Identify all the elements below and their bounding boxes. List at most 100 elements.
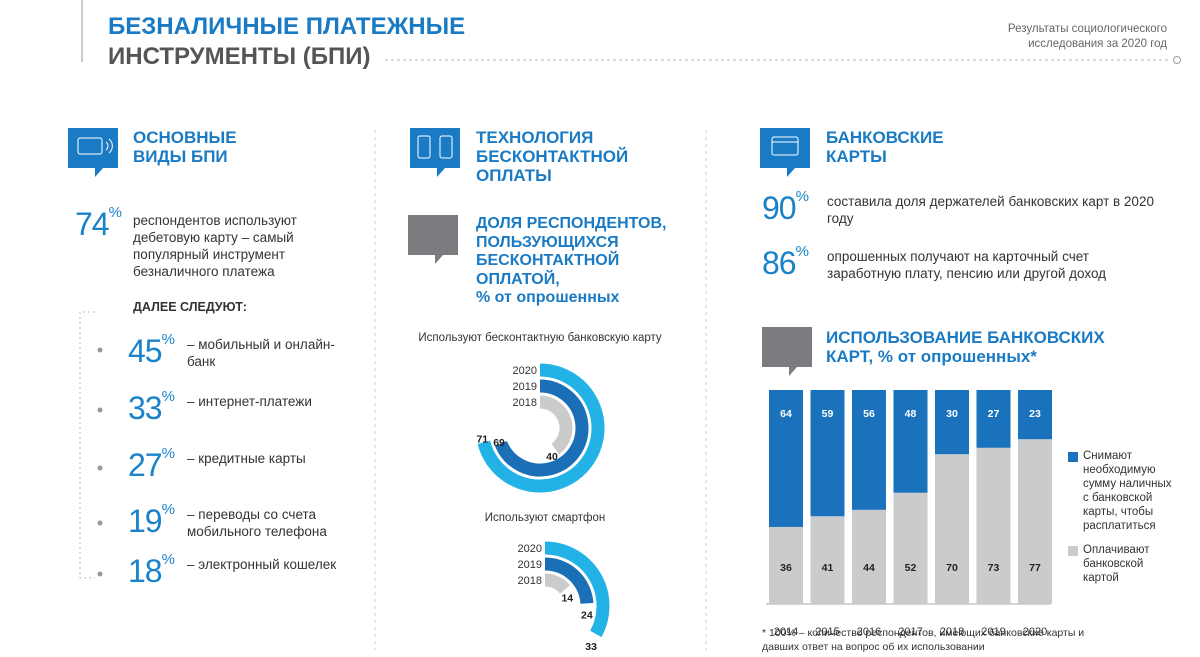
unit: % <box>108 204 122 221</box>
x-tick-label: 2015 <box>815 626 839 638</box>
bar <box>893 390 928 493</box>
value-label: 33 <box>585 641 597 653</box>
x-tick-label: 2019 <box>981 626 1005 638</box>
icon <box>410 128 460 177</box>
dot <box>1173 56 1181 64</box>
bar <box>810 390 845 517</box>
text: – кредитные карты <box>187 451 306 466</box>
unit: % <box>795 188 809 205</box>
value-label: 41 <box>822 562 834 574</box>
heading: КАРТЫ <box>826 147 887 166</box>
value: 45 <box>128 333 163 369</box>
x-tick-label: 2017 <box>898 626 922 638</box>
unit: % <box>161 388 175 405</box>
value-label: 59 <box>822 408 834 420</box>
unit: % <box>161 445 175 462</box>
value-label: 44 <box>863 562 875 574</box>
value-block: 27% <box>128 445 175 484</box>
radial-bar <box>544 557 594 605</box>
radial-bar <box>544 541 610 638</box>
unit: % <box>161 331 175 348</box>
text: – электронный кошелек <box>187 557 337 572</box>
value-label: 48 <box>905 408 917 420</box>
value-block: 45% <box>128 331 175 370</box>
value-label: 23 <box>1029 408 1041 420</box>
legend-label: Снимают необходимую сумму наличных с бан… <box>1083 450 1172 532</box>
category-label: 2019 <box>513 381 537 393</box>
bar <box>852 390 886 510</box>
category-label: 2019 <box>518 559 542 571</box>
value-label: 30 <box>946 408 958 420</box>
bar <box>769 390 803 527</box>
bar <box>893 492 928 604</box>
bar <box>976 390 1011 448</box>
value: 27 <box>128 447 163 483</box>
chart-title: ИСПОЛЬЗОВАНИЕ БАНКОВСКИХ <box>826 328 1105 347</box>
value: 74 <box>75 206 110 242</box>
bullets <box>97 347 103 577</box>
value-label: 64 <box>780 408 792 420</box>
subheading: БЕСКОНТАКТНОЙ <box>476 252 620 269</box>
subheading: ПОЛЬЗУЮЩИХСЯ <box>476 233 619 251</box>
value-label: 27 <box>988 408 1000 420</box>
bracket <box>79 311 95 579</box>
bar <box>1018 390 1052 440</box>
unit: % <box>795 243 809 260</box>
value-block: 19% <box>128 501 175 540</box>
category-label: 2018 <box>518 575 542 587</box>
footnote: * 100% – количество респондентов, имеющи… <box>762 627 1085 653</box>
label: ДАЛЕЕ СЛЕДУЮТ: <box>133 300 247 314</box>
icon <box>68 128 118 177</box>
text: – переводы со счета мобильного телефона <box>187 507 327 539</box>
bar <box>852 509 886 604</box>
legend-swatch <box>1068 452 1078 462</box>
text: – мобильный и онлайн-банк <box>187 337 335 369</box>
bar <box>810 516 845 604</box>
value: 19 <box>128 503 163 539</box>
value-label: 36 <box>780 562 792 574</box>
heading: ТЕХНОЛОГИЯ <box>476 128 594 147</box>
legend-swatch <box>1068 546 1078 556</box>
radial-bar <box>494 379 589 477</box>
value-block: 86% <box>762 243 809 282</box>
value: 90 <box>762 190 797 226</box>
value-label: 73 <box>988 562 1000 574</box>
value-label: 56 <box>863 408 875 420</box>
x-tick-label: 2016 <box>857 626 881 638</box>
heading: ОПЛАТЫ <box>476 166 552 185</box>
bar <box>976 447 1011 604</box>
legend-label: Оплачивают банковской картой <box>1083 544 1150 584</box>
subheading: ДОЛЯ РЕСПОНДЕНТОВ, <box>476 215 667 232</box>
value-label: 77 <box>1029 562 1041 574</box>
subheading: % от опрошенных <box>476 289 620 306</box>
value-block: 90% <box>762 188 809 227</box>
x-tick-label: 2018 <box>940 626 964 638</box>
value-label: 69 <box>493 437 505 449</box>
subheading: ОПЛАТОЙ, <box>476 270 560 288</box>
radial-bar <box>477 363 605 493</box>
bubble <box>408 215 458 264</box>
bar <box>935 454 969 604</box>
icon <box>760 128 810 177</box>
chart-title: Используют смартфон <box>485 512 606 524</box>
unit: % <box>161 551 175 568</box>
value-label: 70 <box>946 562 958 574</box>
value-label: 71 <box>476 434 488 446</box>
value-block: 18% <box>128 551 175 590</box>
value-label: 24 <box>581 609 593 621</box>
value: 86 <box>762 245 797 281</box>
text: составила доля держателей банковских кар… <box>827 194 1154 226</box>
heading: БЕСКОНТАКТНОЙ <box>476 147 629 166</box>
category-label: 2020 <box>513 365 537 377</box>
bubble <box>762 327 812 376</box>
bar <box>1018 439 1052 604</box>
value-label: 52 <box>905 562 917 574</box>
text: – интернет-платежи <box>187 394 312 409</box>
x-tick-label: 2014 <box>774 626 798 638</box>
bar <box>769 526 803 604</box>
heading: БАНКОВСКИЕ <box>826 128 944 147</box>
chart-title: Используют бесконтактную банковскую карт… <box>418 332 662 344</box>
bar <box>935 390 969 455</box>
